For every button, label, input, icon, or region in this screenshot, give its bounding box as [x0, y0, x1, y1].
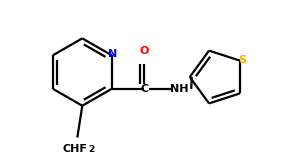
Text: CHF: CHF: [63, 144, 88, 154]
Text: 2: 2: [88, 145, 94, 154]
Text: N: N: [108, 49, 117, 59]
Text: S: S: [238, 55, 246, 65]
Text: O: O: [140, 46, 149, 56]
Text: NH: NH: [170, 84, 188, 94]
Text: C: C: [141, 84, 148, 94]
